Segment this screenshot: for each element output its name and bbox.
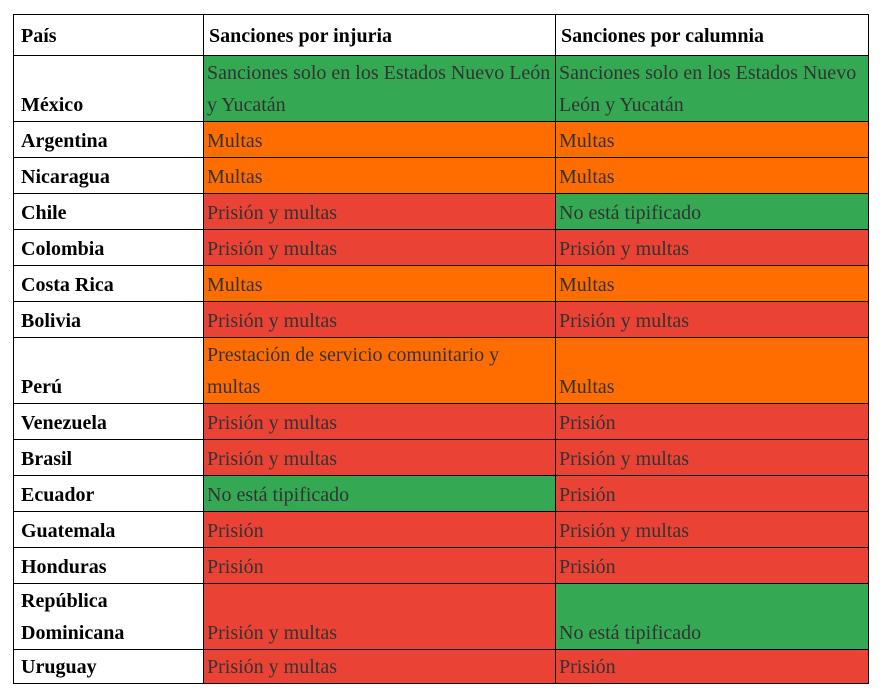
country-cell: Argentina — [13, 121, 204, 158]
country-cell: Guatemala — [13, 511, 204, 548]
calumnia-cell: No está tipificado — [555, 583, 869, 650]
calumnia-cell: Prisión y multas — [555, 301, 869, 338]
sanciones-table: País Sanciones por injuria Sanciones por… — [13, 14, 869, 684]
injuria-cell: Prisión y multas — [203, 301, 556, 338]
country-cell: Chile — [13, 193, 204, 230]
calumnia-cell: Sanciones solo en los Estados Nuevo León… — [555, 55, 869, 122]
injuria-cell: Sanciones solo en los Estados Nuevo León… — [203, 55, 556, 122]
table-body: País Sanciones por injuria Sanciones por… — [13, 14, 869, 684]
table-row-republica-dominicana: República Dominicana Prisión y multas No e… — [13, 583, 869, 650]
country-cell: Costa Rica — [13, 265, 204, 302]
country-cell: República Dominicana — [13, 583, 204, 650]
header-row: País Sanciones por injuria Sanciones por… — [13, 14, 869, 56]
country-cell: Honduras — [13, 547, 204, 584]
injuria-cell: Multas — [203, 265, 556, 302]
table-row-uruguay: Uruguay Prisión y multas Prisión — [13, 649, 869, 684]
country-cell: Ecuador — [13, 475, 204, 512]
table-row-honduras: Honduras Prisión Prisión — [13, 547, 869, 584]
calumnia-cell: Prisión — [555, 475, 869, 512]
injuria-cell: Prisión y multas — [203, 439, 556, 476]
table-row-bolivia: Bolivia Prisión y multas Prisión y multas — [13, 301, 869, 338]
calumnia-cell: Prisión y multas — [555, 511, 869, 548]
injuria-cell: Prisión y multas — [203, 403, 556, 440]
calumnia-cell: No está tipificado — [555, 193, 869, 230]
table-row-mexico: México Sanciones solo en los Estados Nuev… — [13, 55, 869, 122]
calumnia-cell: Prisión y multas — [555, 439, 869, 476]
country-cell: Colombia — [13, 229, 204, 266]
country-cell: Perú — [13, 337, 204, 404]
country-cell: Nicaragua — [13, 157, 204, 194]
table-row-argentina: Argentina Multas Multas — [13, 121, 869, 158]
table-row-peru: Perú Prestación de servicio comunitario y… — [13, 337, 869, 404]
table-row-nicaragua: Nicaragua Multas Multas — [13, 157, 869, 194]
injuria-cell: Prisión y multas — [203, 193, 556, 230]
injuria-cell: Prisión y multas — [203, 583, 556, 650]
table-row-chile: Chile Prisión y multas No está tipificado — [13, 193, 869, 230]
calumnia-cell: Prisión y multas — [555, 229, 869, 266]
injuria-cell: Multas — [203, 157, 556, 194]
table-row-ecuador: Ecuador No está tipificado Prisión — [13, 475, 869, 512]
calumnia-cell: Multas — [555, 121, 869, 158]
calumnia-cell: Prisión — [555, 649, 869, 684]
country-cell: Brasil — [13, 439, 204, 476]
calumnia-cell: Multas — [555, 337, 869, 404]
country-cell: Venezuela — [13, 403, 204, 440]
injuria-cell: Prisión y multas — [203, 229, 556, 266]
calumnia-cell: Prisión — [555, 403, 869, 440]
table-row-colombia: Colombia Prisión y multas Prisión y multas — [13, 229, 869, 266]
table-row-brasil: Brasil Prisión y multas Prisión y multas — [13, 439, 869, 476]
header-calumnia: Sanciones por calumnia — [555, 14, 869, 56]
injuria-cell: Prestación de servicio comunitario y mul… — [203, 337, 556, 404]
table-row-venezuela: Venezuela Prisión y multas Prisión — [13, 403, 869, 440]
table-row-costa-rica: Costa Rica Multas Multas — [13, 265, 869, 302]
header-pais: País — [13, 14, 204, 56]
country-cell: Uruguay — [13, 649, 204, 684]
header-injuria: Sanciones por injuria — [203, 14, 556, 56]
injuria-cell: Prisión y multas — [203, 649, 556, 684]
injuria-cell: Multas — [203, 121, 556, 158]
injuria-cell: Prisión — [203, 511, 556, 548]
country-cell: México — [13, 55, 204, 122]
injuria-cell: No está tipificado — [203, 475, 556, 512]
calumnia-cell: Multas — [555, 265, 869, 302]
calumnia-cell: Prisión — [555, 547, 869, 584]
table-row-guatemala: Guatemala Prisión Prisión y multas — [13, 511, 869, 548]
injuria-cell: Prisión — [203, 547, 556, 584]
calumnia-cell: Multas — [555, 157, 869, 194]
country-cell: Bolivia — [13, 301, 204, 338]
